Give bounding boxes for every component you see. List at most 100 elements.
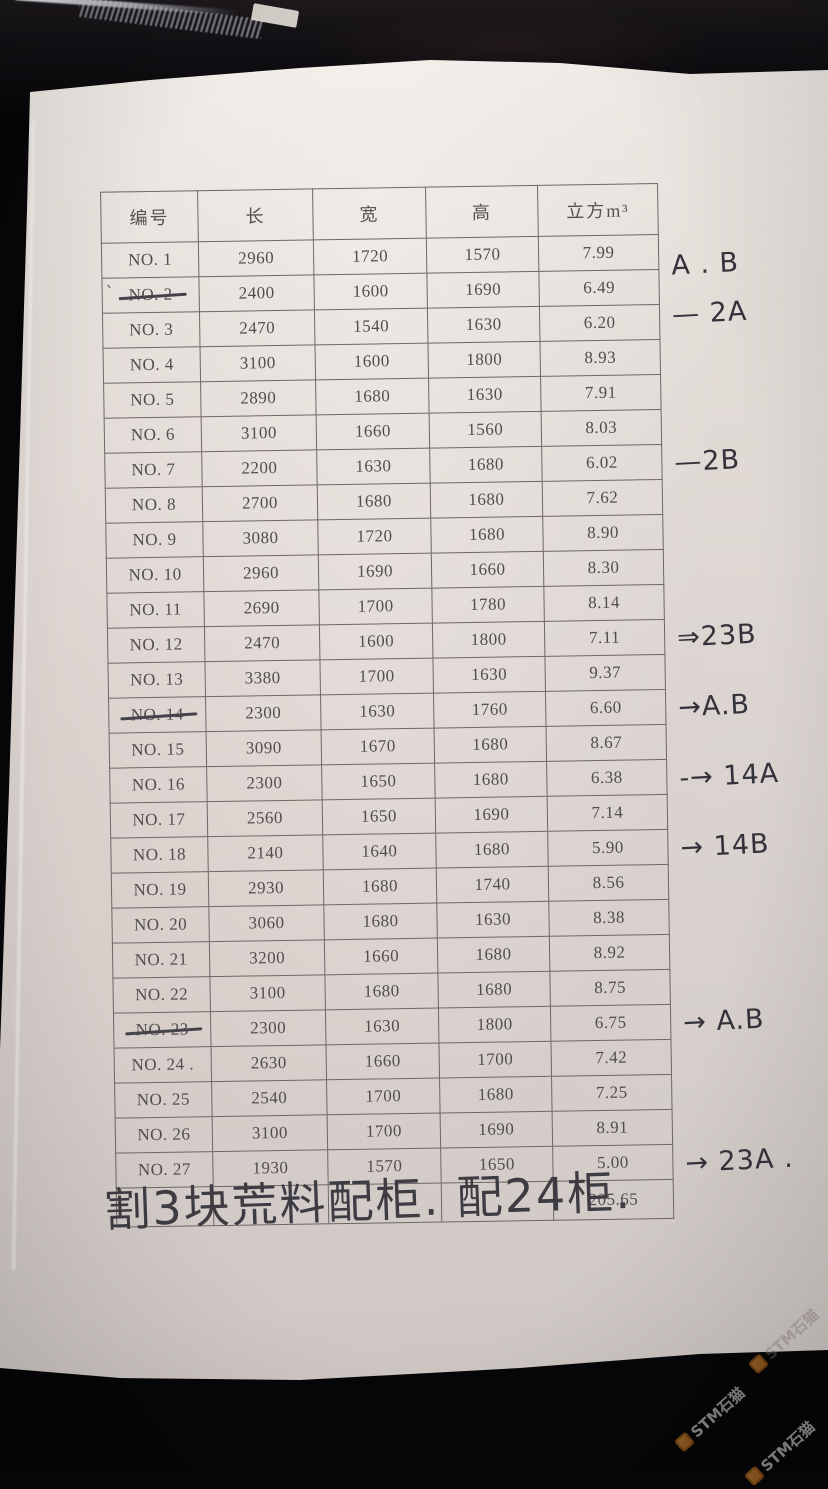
header-width: 宽 <box>312 187 427 240</box>
cell-value: 2200 <box>241 458 278 478</box>
cell-value: 8.03 <box>585 417 618 438</box>
row-label: NO. 13 <box>130 669 184 690</box>
value-cell: 2300 <box>210 1009 326 1047</box>
value-cell: 1680 <box>430 516 544 554</box>
row-label-cell: NO. 19 <box>111 871 209 909</box>
value-cell: 2200 <box>201 449 318 487</box>
cell-value: 1650 <box>360 771 397 791</box>
cell-value: 2300 <box>246 772 283 793</box>
value-cell: 1630 <box>325 1008 439 1045</box>
row-label: NO. 9 <box>132 529 177 550</box>
cell-value: 8.56 <box>592 872 625 893</box>
cell-value: 1680 <box>361 876 399 896</box>
row-label: NO. 20 <box>133 914 188 935</box>
row-label: NO. 15 <box>131 739 185 760</box>
row-label: NO. 3 <box>129 319 174 340</box>
value-cell: 1660 <box>431 551 544 589</box>
cell-value: 1680 <box>472 734 509 754</box>
row-label: NO. 22 <box>135 984 189 1005</box>
row-label-cell: NO. 23 <box>113 1011 212 1049</box>
cell-value: 3200 <box>248 947 286 968</box>
cell-value: 1690 <box>478 1119 515 1139</box>
row-label: NO. 8 <box>131 494 177 515</box>
cell-value: 8.92 <box>593 942 626 963</box>
value-cell: 1680 <box>315 378 430 415</box>
value-cell: 8.93 <box>539 339 661 377</box>
row-label: NO. 23 <box>135 1019 189 1040</box>
cell-value: 1780 <box>469 594 507 615</box>
value-cell: 1760 <box>433 691 547 729</box>
value-cell: 8.75 <box>549 969 671 1007</box>
cell-value: 1630 <box>465 314 502 335</box>
value-cell: 1660 <box>316 413 430 450</box>
row-label: NO. 25 <box>136 1089 191 1110</box>
value-cell: 1560 <box>429 411 542 449</box>
row-label-cell: NO. 3 <box>102 311 201 349</box>
value-cell: 1660 <box>325 1043 440 1080</box>
cell-value: 3090 <box>245 737 282 758</box>
row-label: NO. 12 <box>129 634 183 655</box>
row-label: NO. 17 <box>132 809 186 830</box>
value-cell: 2700 <box>202 484 318 522</box>
cell-value: 2930 <box>247 877 285 898</box>
value-cell: 1700 <box>326 1078 441 1115</box>
value-cell: 1690 <box>426 271 540 309</box>
row-label-cell: NO. 11 <box>106 591 205 629</box>
value-cell: 6.49 A . B <box>538 247 740 307</box>
value-cell: 3380 <box>204 659 321 697</box>
value-cell: 1630 <box>320 693 435 730</box>
value-cell: 6.38 -→ 14A <box>546 758 780 797</box>
value-cell: 2300 <box>205 694 322 732</box>
row-label-cell: NO. 5 <box>103 381 202 419</box>
row-label-cell: NO. 7 <box>104 451 203 489</box>
row-label: NO. 2 <box>128 284 173 305</box>
value-cell: 7.14 <box>547 794 668 832</box>
handwritten-annotation: ⇒23B <box>676 618 758 654</box>
value-cell: 3060 <box>208 904 325 942</box>
value-cell: 1570 <box>426 236 539 274</box>
cell-value: 1680 <box>475 944 512 964</box>
row-label: NO. 10 <box>128 564 182 585</box>
value-cell: 2630 <box>211 1044 327 1082</box>
row-label-cell: NO. 26 <box>115 1116 213 1154</box>
value-cell: 1630 <box>316 448 431 485</box>
cell-value: 1700 <box>477 1049 514 1069</box>
value-cell: 1680 <box>437 971 551 1009</box>
header-height: 高 <box>425 185 539 239</box>
row-label-cell: NO. 17 <box>110 801 208 839</box>
value-cell: 7.99 <box>538 234 659 272</box>
row-label: NO. 14 <box>130 704 184 725</box>
value-cell: 1680 <box>323 868 437 905</box>
value-cell: 8.14 <box>543 584 665 622</box>
value-cell: 1680 <box>434 726 547 764</box>
row-label-cell: NO. 14 <box>108 696 207 734</box>
value-cell: 1680 <box>324 973 439 1010</box>
cell-value: 1660 <box>362 946 400 966</box>
cell-value: 2300 <box>245 702 282 723</box>
value-cell: 1720 <box>317 518 432 555</box>
value-cell: 7.25 <box>551 1074 673 1112</box>
cell-value: 1680 <box>468 524 506 545</box>
value-cell: 2690 <box>203 589 320 627</box>
cell-value: 2400 <box>238 283 275 303</box>
cell-value: 6.02 <box>585 452 618 473</box>
value-cell: 1680 <box>317 483 431 520</box>
row-label-cell: NO. 4 <box>103 346 201 384</box>
row-label-cell: NO. 25 <box>114 1081 213 1119</box>
cell-value: 1680 <box>473 839 511 859</box>
value-cell: 2470 <box>199 309 316 347</box>
row-label-cell: NO. 2 ` <box>101 276 200 314</box>
cell-value: 1690 <box>465 279 502 300</box>
value-cell: 1640 <box>322 833 437 870</box>
cell-value: 2470 <box>239 318 276 338</box>
value-cell: 5.90 → 14B <box>547 828 770 867</box>
cell-value: 1630 <box>474 909 512 929</box>
value-cell: 7.91 <box>540 374 662 412</box>
value-cell: 1700 <box>438 1041 552 1079</box>
cell-value: 6.75 <box>594 1012 627 1033</box>
cell-value: 2560 <box>246 807 284 828</box>
header-length: 长 <box>197 188 314 242</box>
cell-value: 8.93 <box>584 347 617 368</box>
row-label-cell: NO. 8 <box>105 486 203 524</box>
row-label-cell: NO. 13 <box>107 661 206 699</box>
